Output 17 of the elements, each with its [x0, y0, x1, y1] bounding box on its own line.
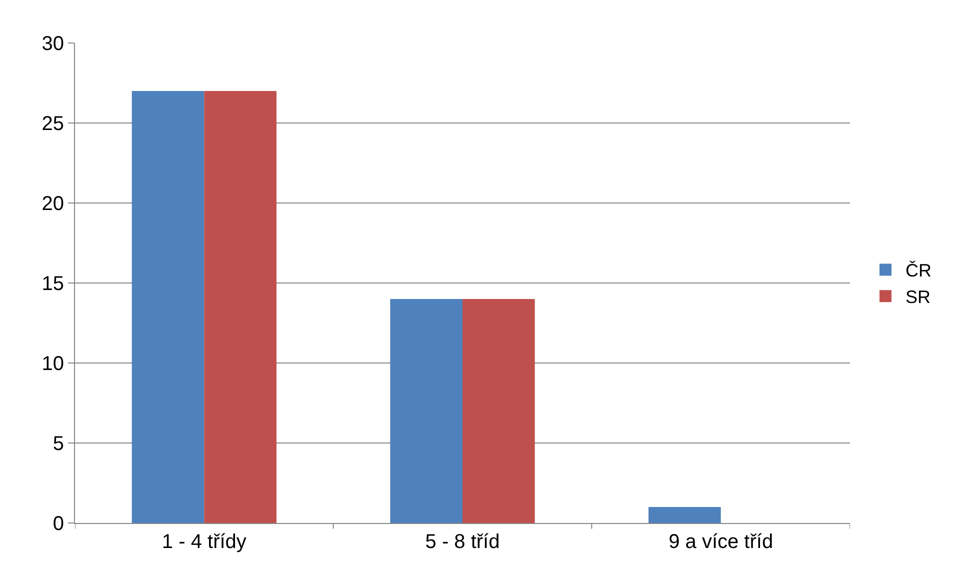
x-tick-label: 9 a více tříd [668, 531, 774, 553]
y-tick-label: 30 [42, 33, 64, 55]
y-tick-label: 5 [52, 433, 64, 455]
bar [204, 91, 276, 523]
bar [648, 507, 721, 523]
y-tick-label: 0 [52, 513, 64, 535]
legend-label: ČR [906, 260, 932, 281]
bar [462, 299, 535, 523]
legend-label: SR [906, 287, 931, 308]
x-tick-label: 5 - 8 tříd [425, 531, 500, 553]
y-tick-label: 10 [42, 353, 64, 375]
y-tick-label: 15 [42, 273, 64, 295]
bar [132, 91, 204, 523]
bar [390, 299, 462, 523]
x-tick-label: 1 - 4 třídy [162, 531, 246, 553]
y-tick-label: 25 [42, 113, 64, 135]
y-tick-label: 20 [42, 193, 64, 215]
